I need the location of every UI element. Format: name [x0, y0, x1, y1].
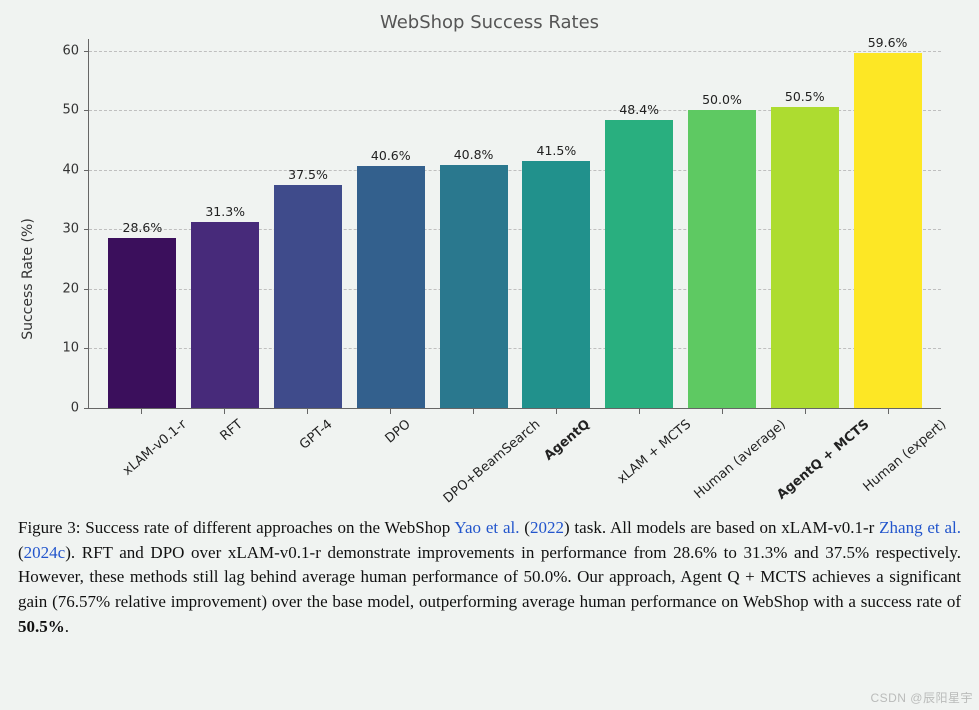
xlabel-slot: xLAM + MCTS: [597, 409, 680, 519]
caption-part-2: (: [519, 518, 529, 537]
caption-part-10: .: [65, 617, 69, 636]
xtick-mark: [805, 409, 806, 414]
bar-value-label: 40.6%: [371, 148, 411, 163]
bar: 40.8%: [440, 165, 508, 408]
xtick-label: RFT: [218, 417, 246, 444]
plot-area: 28.6%31.3%37.5%40.6%40.8%41.5%48.4%50.0%…: [88, 39, 941, 409]
citation-yao-year[interactable]: 2022: [530, 518, 564, 537]
bar-slot: 59.6%: [846, 39, 929, 408]
bar-slot: 50.0%: [681, 39, 764, 408]
bar-value-label: 28.6%: [123, 220, 163, 235]
bar-value-label: 48.4%: [619, 102, 659, 117]
xlabel-slot: AgentQ + MCTS: [763, 409, 846, 519]
xtick-mark: [556, 409, 557, 414]
bar: 48.4%: [605, 120, 673, 408]
xlabel-slot: AgentQ: [515, 409, 598, 519]
bar-slot: 40.6%: [349, 39, 432, 408]
xtick-mark: [224, 409, 225, 414]
xtick-label: xLAM-v0.1-r: [121, 417, 190, 479]
bar-slot: 41.5%: [515, 39, 598, 408]
xtick-mark: [141, 409, 142, 414]
bar: 28.6%: [108, 238, 176, 408]
xtick-label: DPO: [383, 417, 414, 447]
bar-value-label: 31.3%: [205, 204, 245, 219]
xtick-mark: [888, 409, 889, 414]
bar-value-label: 40.8%: [454, 147, 494, 162]
xtick-mark: [722, 409, 723, 414]
bar-value-label: 59.6%: [868, 35, 908, 50]
caption-part-8: ). RFT and DPO over xLAM-v0.1-r demonstr…: [18, 543, 961, 611]
caption-part-4: ) task. All models are based on xLAM-v0.…: [564, 518, 879, 537]
xtick-mark: [390, 409, 391, 414]
bar: 41.5%: [522, 161, 590, 408]
citation-zhang[interactable]: Zhang et al.: [879, 518, 961, 537]
y-axis-label: Success Rate (%): [20, 218, 36, 340]
xlabel-slot: Human (expert): [846, 409, 929, 519]
x-labels-row: xLAM-v0.1-r RFT GPT-4 DPO DPO+BeamSearch Agen…: [88, 409, 941, 519]
chart-title: WebShop Success Rates: [18, 12, 961, 33]
bar-value-label: 50.0%: [702, 92, 742, 107]
xtick-mark: [473, 409, 474, 414]
bar: 37.5%: [274, 185, 342, 408]
ytick-label: 0: [71, 401, 79, 416]
figure-number: Figure 3: [18, 518, 76, 537]
ytick-label: 30: [62, 222, 79, 237]
ytick-label: 50: [62, 103, 79, 118]
watermark: CSDN @辰阳星宇: [870, 689, 973, 706]
bar-slot: 37.5%: [267, 39, 350, 408]
xtick-label: AgentQ: [541, 417, 593, 464]
xlabel-slot: DPO: [349, 409, 432, 519]
xtick-mark: [307, 409, 308, 414]
caption-bold-result: 50.5%: [18, 617, 65, 636]
caption-part-0: : Success rate of different approaches o…: [76, 518, 455, 537]
bar-slot: 28.6%: [101, 39, 184, 408]
ytick-label: 10: [62, 341, 79, 356]
bar-slot: 50.5%: [763, 39, 846, 408]
ytick-label: 60: [62, 43, 79, 58]
bar: 31.3%: [191, 222, 259, 408]
bar: 59.6%: [854, 53, 922, 408]
xlabel-slot: RFT: [183, 409, 266, 519]
xtick-label: Human (expert): [860, 417, 949, 495]
bar: 40.6%: [357, 166, 425, 408]
citation-zhang-year[interactable]: 2024c: [24, 543, 66, 562]
figure-caption: Figure 3: Success rate of different appr…: [18, 516, 961, 639]
xtick-mark: [639, 409, 640, 414]
bar-value-label: 37.5%: [288, 167, 328, 182]
chart-container: WebShop Success Rates Success Rate (%) 2…: [18, 12, 961, 512]
bar-value-label: 50.5%: [785, 89, 825, 104]
bar-value-label: 41.5%: [537, 143, 577, 158]
bar-slot: 31.3%: [184, 39, 267, 408]
bars-group: 28.6%31.3%37.5%40.6%40.8%41.5%48.4%50.0%…: [89, 39, 941, 408]
xlabel-slot: xLAM-v0.1-r: [100, 409, 183, 519]
xlabel-slot: DPO+BeamSearch: [432, 409, 515, 519]
bar-slot: 40.8%: [432, 39, 515, 408]
citation-yao[interactable]: Yao et al.: [454, 518, 519, 537]
bar: 50.0%: [688, 110, 756, 408]
xtick-label: GPT-4: [297, 417, 335, 453]
ytick-label: 40: [62, 162, 79, 177]
xlabel-slot: Human (average): [680, 409, 763, 519]
bar: 50.5%: [771, 107, 839, 408]
xlabel-slot: GPT-4: [266, 409, 349, 519]
bar-slot: 48.4%: [598, 39, 681, 408]
ytick-label: 20: [62, 281, 79, 296]
